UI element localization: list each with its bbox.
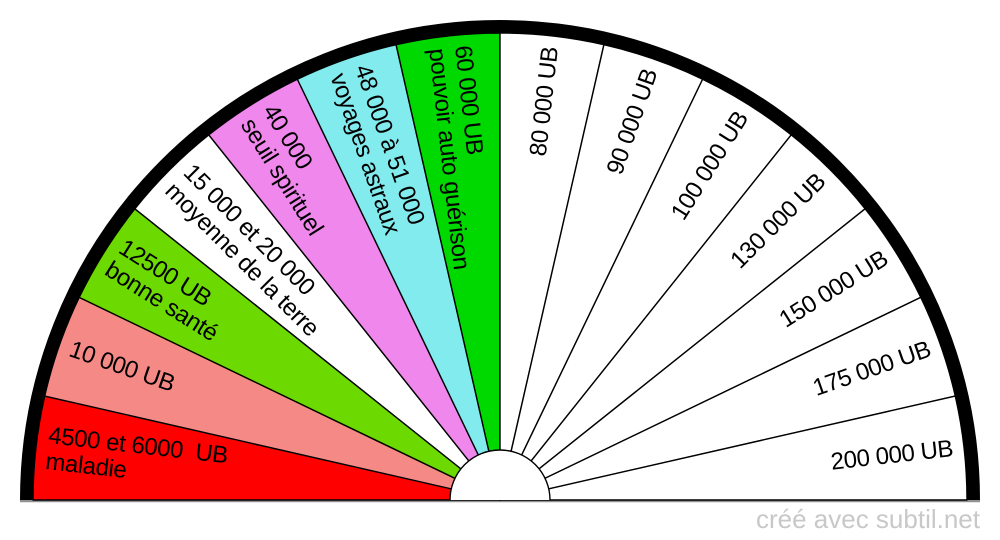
outer-ring-arc <box>20 20 980 501</box>
center-hub-outline <box>449 449 551 501</box>
center-hub <box>450 450 550 500</box>
watermark-credit: créé avec subtil.net <box>755 504 980 534</box>
